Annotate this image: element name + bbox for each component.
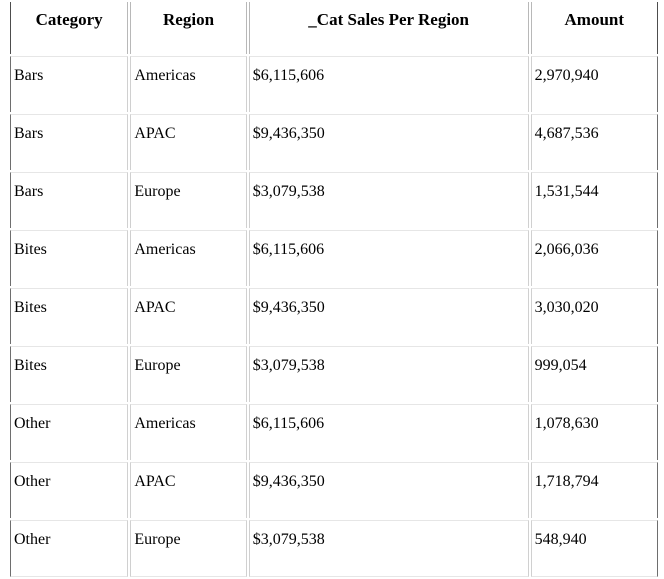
cell-region: Americas: [130, 56, 247, 112]
table-row: Other Americas $6,115,606 1,078,630: [10, 404, 658, 460]
cell-amount: 2,970,940: [530, 56, 658, 112]
cell-cat-sales: $9,436,350: [248, 288, 529, 344]
cell-category: Other: [10, 404, 129, 460]
cell-category: Bars: [10, 114, 129, 170]
sales-table: Category Region _Cat Sales Per Region Am…: [8, 0, 660, 579]
cell-region: Europe: [130, 346, 247, 402]
cell-cat-sales: $9,436,350: [248, 114, 529, 170]
cell-region: APAC: [130, 114, 247, 170]
table-row: Other Europe $3,079,538 548,940: [10, 520, 658, 577]
cell-amount: 3,030,020: [530, 288, 658, 344]
cell-cat-sales: $6,115,606: [248, 56, 529, 112]
cell-cat-sales: $6,115,606: [248, 404, 529, 460]
cell-cat-sales: $3,079,538: [248, 520, 529, 577]
header-row: Category Region _Cat Sales Per Region Am…: [10, 2, 658, 54]
table-row: Bites APAC $9,436,350 3,030,020: [10, 288, 658, 344]
cell-cat-sales: $9,436,350: [248, 462, 529, 518]
cell-category: Bites: [10, 230, 129, 286]
cell-region: Americas: [130, 404, 247, 460]
cell-amount: 1,718,794: [530, 462, 658, 518]
cell-cat-sales: $3,079,538: [248, 346, 529, 402]
table-row: Bars Europe $3,079,538 1,531,544: [10, 172, 658, 228]
cell-cat-sales: $6,115,606: [248, 230, 529, 286]
cell-category: Bites: [10, 346, 129, 402]
cell-category: Bars: [10, 172, 129, 228]
table-body: Bars Americas $6,115,606 2,970,940 Bars …: [10, 56, 658, 577]
cell-amount: 4,687,536: [530, 114, 658, 170]
cell-category: Bites: [10, 288, 129, 344]
cell-region: Europe: [130, 520, 247, 577]
table-row: Bars Americas $6,115,606 2,970,940: [10, 56, 658, 112]
cell-category: Other: [10, 520, 129, 577]
header-cat-sales-per-region: _Cat Sales Per Region: [248, 2, 529, 54]
cell-amount: 1,078,630: [530, 404, 658, 460]
header-region: Region: [130, 2, 247, 54]
cell-amount: 1,531,544: [530, 172, 658, 228]
table-row: Bars APAC $9,436,350 4,687,536: [10, 114, 658, 170]
cell-amount: 999,054: [530, 346, 658, 402]
cell-region: APAC: [130, 462, 247, 518]
table-row: Bites Europe $3,079,538 999,054: [10, 346, 658, 402]
cell-region: Europe: [130, 172, 247, 228]
cell-cat-sales: $3,079,538: [248, 172, 529, 228]
table-row: Bites Americas $6,115,606 2,066,036: [10, 230, 658, 286]
sales-table-container: Category Region _Cat Sales Per Region Am…: [8, 0, 660, 577]
cell-region: Americas: [130, 230, 247, 286]
cell-region: APAC: [130, 288, 247, 344]
table-row: Other APAC $9,436,350 1,718,794: [10, 462, 658, 518]
cell-category: Other: [10, 462, 129, 518]
table-header: Category Region _Cat Sales Per Region Am…: [10, 2, 658, 54]
cell-amount: 548,940: [530, 520, 658, 577]
header-category: Category: [10, 2, 129, 54]
cell-amount: 2,066,036: [530, 230, 658, 286]
cell-category: Bars: [10, 56, 129, 112]
header-amount: Amount: [530, 2, 658, 54]
